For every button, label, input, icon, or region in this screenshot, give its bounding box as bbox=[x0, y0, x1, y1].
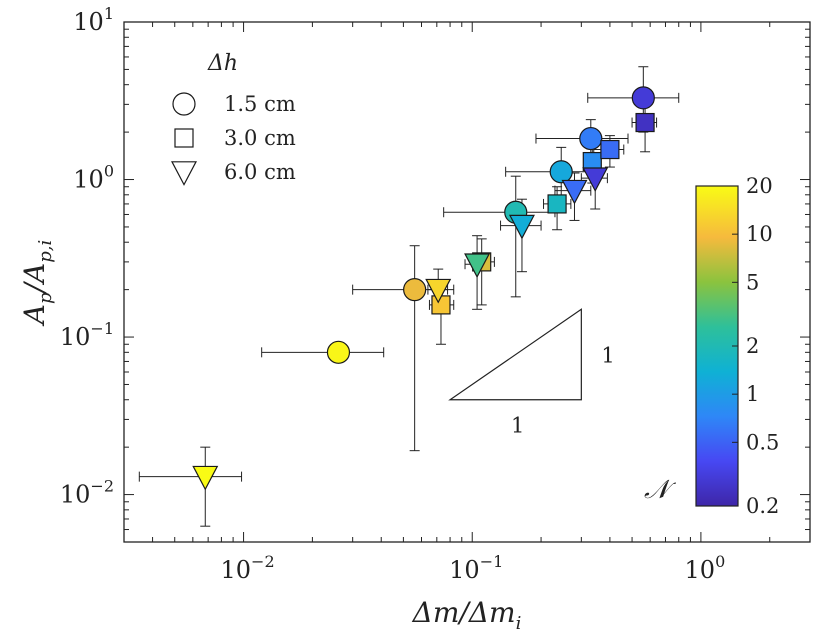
legend-marker-triangle-down bbox=[171, 161, 197, 186]
data-point-triangle-down bbox=[582, 167, 609, 193]
plot-area-frame bbox=[123, 21, 811, 543]
data-point-square bbox=[547, 194, 567, 214]
data-point-triangle-down bbox=[464, 253, 491, 279]
colorbar-tick-label: 0.5 bbox=[746, 430, 779, 454]
legend-marker-circle bbox=[172, 92, 196, 116]
colorbar-tick-label: 20 bbox=[746, 174, 773, 198]
x-tick-label: 10−1 bbox=[449, 552, 503, 584]
slope-rise-label: 1 bbox=[601, 344, 614, 368]
slope-triangle bbox=[448, 308, 582, 401]
data-point-circle bbox=[549, 160, 573, 184]
slope-run-label: 1 bbox=[511, 414, 524, 438]
x-tick-label: 10−2 bbox=[220, 552, 274, 584]
legend-label: 3.0 cm bbox=[224, 126, 296, 150]
legend-marker-square bbox=[174, 128, 194, 148]
data-point-square bbox=[635, 112, 655, 133]
data-point-triangle-down bbox=[508, 214, 535, 240]
data-point-triangle-down bbox=[425, 278, 452, 304]
y-tick-label: 101 bbox=[73, 4, 114, 36]
x-tick-label: 100 bbox=[685, 552, 726, 584]
colorbar-tick-label: 0.2 bbox=[746, 494, 779, 518]
errorbar bbox=[138, 446, 243, 527]
y-tick-label: 100 bbox=[73, 162, 114, 194]
legend-label: 1.5 cm bbox=[224, 92, 296, 116]
colorbar-tick-label: 10 bbox=[746, 222, 773, 246]
y-axis-label: Ap/Ap,i bbox=[18, 240, 56, 327]
colorbar-tick-label: 2 bbox=[746, 334, 759, 358]
data-point-circle bbox=[326, 340, 351, 364]
axis-ticks bbox=[123, 21, 811, 543]
colorbar bbox=[695, 185, 739, 507]
data-point-circle bbox=[579, 126, 603, 151]
legend-entry: 1.5 cm bbox=[172, 92, 296, 116]
colorbar-tick-label: 1 bbox=[746, 382, 759, 406]
colorbar-title: 𝒩 bbox=[644, 475, 677, 505]
legend-entry: 6.0 cm bbox=[171, 160, 296, 186]
y-tick-label: 10−2 bbox=[60, 477, 114, 509]
data-point-triangle-down bbox=[192, 465, 219, 491]
y-tick-label: 10−1 bbox=[60, 319, 114, 351]
data-point-triangle-down bbox=[561, 179, 588, 205]
errorbar bbox=[261, 347, 385, 358]
errorbar bbox=[443, 175, 556, 298]
data-point-square bbox=[600, 139, 620, 160]
data-point-circle bbox=[631, 86, 655, 110]
colorbar-tick-label: 5 bbox=[746, 270, 759, 294]
legend-label: 6.0 cm bbox=[224, 160, 296, 184]
data-point-square bbox=[431, 295, 451, 315]
legend-title: Δh bbox=[207, 51, 238, 76]
legend-entry: 3.0 cm bbox=[174, 126, 296, 150]
data-point-circle bbox=[403, 278, 427, 302]
x-axis-label: Δm/Δmi bbox=[412, 596, 522, 634]
